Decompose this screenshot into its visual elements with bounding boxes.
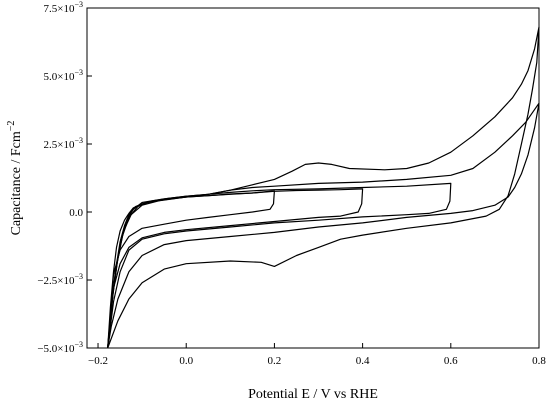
- cv-curve-2: [107, 188, 364, 349]
- cv-curve-1: [107, 190, 275, 349]
- plot-frame: [86, 7, 540, 349]
- x-tick-label: 0.2: [268, 355, 282, 367]
- y-tick-label: −2.5×10−3: [37, 272, 83, 287]
- cv-curve-5: [107, 26, 540, 349]
- cv-curves: [107, 26, 540, 349]
- x-tick-label: 0.8: [532, 355, 546, 367]
- x-tick-label: 0.6: [444, 355, 458, 367]
- y-axis-label: Capacitance / Fcm−2: [6, 121, 24, 236]
- y-tick-label: 2.5×10−3: [44, 136, 83, 151]
- y-tick-label: 7.5×10−3: [44, 0, 83, 15]
- y-tick-label: 0.0: [69, 207, 83, 219]
- x-axis-ticks: −0.2 0.0 0.2 0.4 0.6 0.8: [88, 343, 546, 367]
- x-tick-label: 0.0: [179, 355, 193, 367]
- x-tick-label: 0.4: [356, 355, 370, 367]
- x-axis-label: Potential E / V vs RHE: [248, 387, 378, 402]
- y-tick-label: −5.0×10−3: [37, 340, 83, 355]
- cv-curve-3: [107, 182, 452, 349]
- y-axis-ticks: −5.0×10−3 −2.5×10−3 0.0 2.5×10−3 5.0×10−3 7.5…: [37, 0, 92, 355]
- y-axis-label-main: Capacitance / Fcm: [9, 131, 24, 235]
- x-tick-label: −0.2: [88, 355, 108, 367]
- y-axis-label-exp: −2: [6, 121, 17, 132]
- y-tick-label: 5.0×10−3: [44, 68, 83, 83]
- cv-curve-4: [107, 102, 540, 349]
